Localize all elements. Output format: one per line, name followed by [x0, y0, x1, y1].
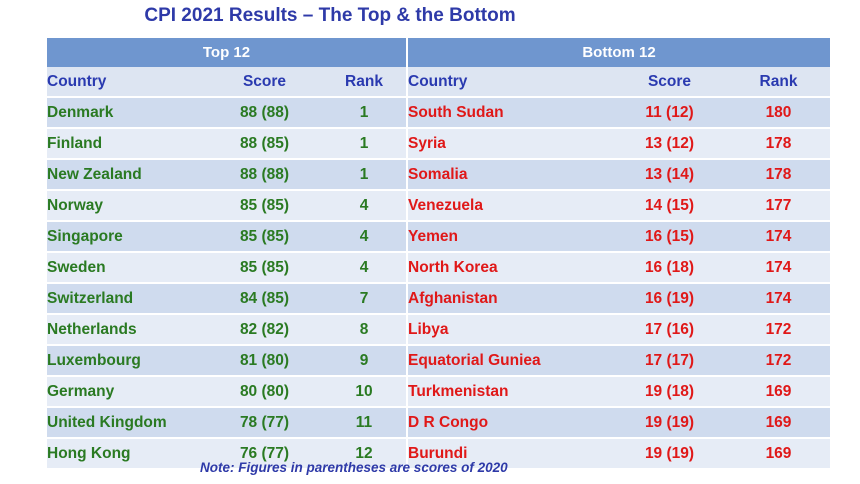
- table-row: New Zealand 88 (88) 1 Somalia 13 (14) 178: [47, 158, 830, 190]
- bottom-rank-cell: 174: [727, 251, 830, 283]
- top-country-cell: United Kingdom: [47, 406, 207, 438]
- top-country-cell: Singapore: [47, 220, 207, 252]
- bottom-country-cell: Burundi: [406, 437, 612, 468]
- top-score-header: Score: [207, 67, 322, 97]
- top-rank-cell: 4: [322, 220, 407, 252]
- top-score-cell: 88 (88): [207, 96, 322, 128]
- bottom-score-cell: 17 (17): [612, 344, 727, 376]
- table-row: Switzerland 84 (85) 7 Afghanistan 16 (19) 174: [47, 282, 830, 314]
- top-rank-cell: 1: [322, 158, 407, 190]
- bottom-country-cell: Syria: [406, 127, 612, 159]
- bottom-rank-cell: 177: [727, 189, 830, 221]
- bottom-country-cell: Libya: [406, 313, 612, 345]
- top-score-cell: 80 (80): [207, 375, 322, 407]
- group-header-row: Top 12 Bottom 12: [47, 38, 830, 67]
- bottom-rank-cell: 178: [727, 127, 830, 159]
- top-score-cell: 85 (85): [207, 189, 322, 221]
- bottom-score-cell: 13 (12): [612, 127, 727, 159]
- top-rank-cell: 7: [322, 282, 407, 314]
- top-rank-cell: 4: [322, 189, 407, 221]
- bottom-score-cell: 11 (12): [612, 96, 727, 128]
- top-score-cell: 76 (77): [207, 437, 322, 468]
- bottom-country-cell: D R Congo: [406, 406, 612, 438]
- top-country-header: Country: [47, 67, 207, 97]
- bottom-country-cell: North Korea: [406, 251, 612, 283]
- top-country-cell: Netherlands: [47, 313, 207, 345]
- top-rank-cell: 12: [322, 437, 407, 468]
- bottom-score-cell: 16 (18): [612, 251, 727, 283]
- top-rank-cell: 4: [322, 251, 407, 283]
- bottom-12-header: Bottom 12: [406, 38, 830, 67]
- bottom-score-cell: 16 (19): [612, 282, 727, 314]
- top-country-cell: Sweden: [47, 251, 207, 283]
- bottom-score-cell: 17 (16): [612, 313, 727, 345]
- table-row: Denmark 88 (88) 1 South Sudan 11 (12) 180: [47, 96, 830, 128]
- top-score-cell: 88 (85): [207, 127, 322, 159]
- bottom-rank-cell: 180: [727, 96, 830, 128]
- top-rank-header: Rank: [322, 67, 407, 97]
- top-score-cell: 81 (80): [207, 344, 322, 376]
- table-row: United Kingdom 78 (77) 11 D R Congo 19 (19) 1…: [47, 406, 830, 438]
- top-score-cell: 88 (88): [207, 158, 322, 190]
- bottom-rank-cell: 172: [727, 313, 830, 345]
- bottom-rank-header: Rank: [727, 67, 830, 97]
- top-country-cell: Norway: [47, 189, 207, 221]
- top-country-cell: Hong Kong: [47, 437, 207, 468]
- table-row: Finland 88 (85) 1 Syria 13 (12) 178: [47, 127, 830, 159]
- top-rank-cell: 11: [322, 406, 407, 438]
- bottom-score-header: Score: [612, 67, 727, 97]
- bottom-country-cell: Afghanistan: [406, 282, 612, 314]
- bottom-country-cell: Equatorial Guniea: [406, 344, 612, 376]
- top-score-cell: 84 (85): [207, 282, 322, 314]
- bottom-score-cell: 19 (19): [612, 437, 727, 468]
- table-row: Luxembourg 81 (80) 9 Equatorial Guniea 17 (1…: [47, 344, 830, 376]
- top-score-cell: 78 (77): [207, 406, 322, 438]
- table-row: Germany 80 (80) 10 Turkmenistan 19 (18) 169: [47, 375, 830, 407]
- top-score-cell: 82 (82): [207, 313, 322, 345]
- bottom-rank-cell: 169: [727, 437, 830, 468]
- table-row: Hong Kong 76 (77) 12 Burundi 19 (19) 169: [47, 437, 830, 468]
- top-score-cell: 85 (85): [207, 251, 322, 283]
- table-body: Denmark 88 (88) 1 South Sudan 11 (12) 180 Finl…: [47, 96, 830, 468]
- top-country-cell: New Zealand: [47, 158, 207, 190]
- bottom-score-cell: 19 (18): [612, 375, 727, 407]
- top-rank-cell: 8: [322, 313, 407, 345]
- bottom-country-cell: Yemen: [406, 220, 612, 252]
- bottom-rank-cell: 172: [727, 344, 830, 376]
- bottom-rank-cell: 174: [727, 220, 830, 252]
- top-country-cell: Luxembourg: [47, 344, 207, 376]
- column-header-row: Country Score Rank Country Score Rank: [47, 67, 830, 97]
- table-row: Singapore 85 (85) 4 Yemen 16 (15) 174: [47, 220, 830, 252]
- bottom-country-cell: Venezuela: [406, 189, 612, 221]
- top-rank-cell: 1: [322, 96, 407, 128]
- bottom-country-cell: Somalia: [406, 158, 612, 190]
- bottom-rank-cell: 174: [727, 282, 830, 314]
- top-score-cell: 85 (85): [207, 220, 322, 252]
- page-title: CPI 2021 Results – The Top & the Bottom: [144, 5, 516, 26]
- bottom-rank-cell: 169: [727, 406, 830, 438]
- top-country-cell: Switzerland: [47, 282, 207, 314]
- top-country-cell: Denmark: [47, 96, 207, 128]
- top-rank-cell: 10: [322, 375, 407, 407]
- table-row: Norway 85 (85) 4 Venezuela 14 (15) 177: [47, 189, 830, 221]
- top-rank-cell: 1: [322, 127, 407, 159]
- bottom-score-cell: 14 (15): [612, 189, 727, 221]
- bottom-country-cell: South Sudan: [406, 96, 612, 128]
- cpi-results-table: Top 12 Bottom 12 Country Score Rank Coun…: [47, 38, 830, 468]
- bottom-score-cell: 13 (14): [612, 158, 727, 190]
- bottom-score-cell: 16 (15): [612, 220, 727, 252]
- top-12-header: Top 12: [47, 38, 407, 67]
- top-country-cell: Germany: [47, 375, 207, 407]
- top-rank-cell: 9: [322, 344, 407, 376]
- bottom-country-cell: Turkmenistan: [406, 375, 612, 407]
- bottom-rank-cell: 169: [727, 375, 830, 407]
- bottom-score-cell: 19 (19): [612, 406, 727, 438]
- top-country-cell: Finland: [47, 127, 207, 159]
- table-row: Netherlands 82 (82) 8 Libya 17 (16) 172: [47, 313, 830, 345]
- footnote: Note: Figures in parentheses are scores …: [200, 460, 508, 475]
- table-row: Sweden 85 (85) 4 North Korea 16 (18) 174: [47, 251, 830, 283]
- bottom-rank-cell: 178: [727, 158, 830, 190]
- bottom-country-header: Country: [406, 67, 612, 97]
